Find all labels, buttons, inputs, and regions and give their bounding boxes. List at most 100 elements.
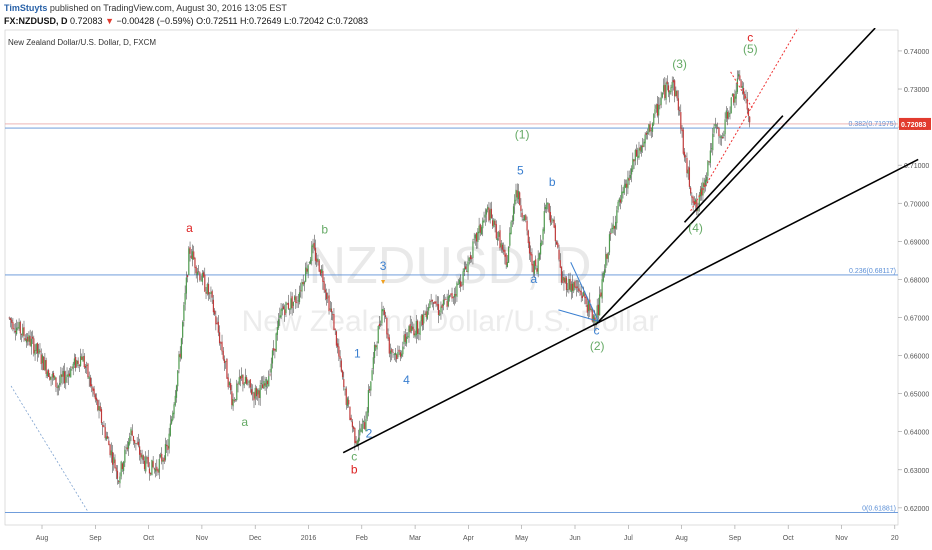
candle-body <box>41 355 44 364</box>
candle-body <box>365 419 367 432</box>
candle-body <box>56 387 58 388</box>
candle-body <box>587 300 590 312</box>
candle-body <box>391 349 393 353</box>
candle-body <box>699 189 702 197</box>
candle-body <box>660 97 662 105</box>
candle-body <box>313 242 315 249</box>
candle-body <box>473 238 475 240</box>
candle-body <box>70 368 72 378</box>
candle-body <box>600 292 602 297</box>
candle-body <box>105 436 107 440</box>
candle-body <box>512 206 515 221</box>
fib-level-label: 0.236(0.68117) <box>849 268 896 275</box>
candle-body <box>220 342 222 344</box>
candle-body <box>22 327 24 336</box>
trendline[interactable] <box>683 115 784 223</box>
candle-body <box>632 158 634 170</box>
wave-label: 3 <box>380 259 387 273</box>
trendline[interactable] <box>10 385 89 512</box>
candle-body <box>78 364 80 366</box>
wave-label: (5) <box>743 42 758 56</box>
candle-body <box>643 141 645 147</box>
candle-body <box>178 354 180 370</box>
candle-body <box>266 380 269 385</box>
candle-body <box>244 376 246 384</box>
candle-body <box>525 215 527 220</box>
candle-body <box>153 468 155 470</box>
candle-body <box>553 219 555 228</box>
candle-body <box>233 400 235 402</box>
candle-body <box>450 293 452 295</box>
candle-body <box>305 267 307 282</box>
candle-body <box>563 276 565 284</box>
candle-body <box>157 469 159 473</box>
candle-body <box>382 308 384 312</box>
trendline[interactable] <box>570 262 599 322</box>
candle-body <box>167 445 169 451</box>
trendline[interactable] <box>342 158 919 454</box>
candle-body <box>548 203 550 213</box>
candle-body <box>456 282 458 297</box>
candle-body <box>209 292 211 294</box>
candle-body <box>724 119 726 135</box>
trendline[interactable] <box>690 28 802 212</box>
candle-body <box>734 96 736 103</box>
candle-body <box>191 251 194 260</box>
candle-body <box>324 289 326 293</box>
candle-body <box>132 435 135 442</box>
candle-body <box>136 443 138 445</box>
candle-body <box>517 191 520 200</box>
candle-body <box>98 405 100 411</box>
candle-body <box>480 227 483 235</box>
candle-body <box>519 192 521 206</box>
candle-body <box>717 127 719 129</box>
candle-body <box>151 459 153 476</box>
candle-body <box>405 336 408 344</box>
candle-body <box>392 352 394 353</box>
author-name[interactable]: TimStuyts <box>4 3 48 13</box>
candle-body <box>141 454 143 459</box>
candle-body <box>115 467 117 472</box>
candle-body <box>590 308 592 311</box>
candle-body <box>714 124 716 126</box>
candle-body <box>239 376 242 379</box>
candle-body <box>637 155 639 159</box>
symbol-label: FX:NZDUSD, D <box>4 16 68 26</box>
candle-body <box>259 384 261 399</box>
candle-body <box>221 341 223 352</box>
candle-body <box>353 426 355 429</box>
candle-body <box>322 270 324 282</box>
candle-body <box>228 382 230 386</box>
candle-body <box>457 284 459 285</box>
candle-body <box>440 306 442 313</box>
candle-body <box>214 310 216 315</box>
candle-body <box>720 136 722 138</box>
candle-body <box>726 112 729 119</box>
candle-body <box>312 243 314 247</box>
candle-body <box>236 383 238 401</box>
candle-body <box>282 306 285 310</box>
candle-body <box>284 309 286 316</box>
candle-body <box>461 284 463 286</box>
trendline[interactable] <box>730 71 753 109</box>
candle-body <box>54 376 56 380</box>
candle-body <box>573 282 575 292</box>
candle-body <box>453 293 456 298</box>
candle-body <box>271 350 274 364</box>
candle-body <box>420 315 422 322</box>
candle-body <box>296 302 298 304</box>
candle-body <box>20 334 23 335</box>
candle-body <box>276 327 278 335</box>
candle-body <box>533 260 536 274</box>
candle-body <box>135 443 137 444</box>
candle-body <box>137 441 139 446</box>
candle-body <box>569 278 571 291</box>
candle-body <box>616 210 618 224</box>
trendline[interactable] <box>594 28 876 326</box>
candle-body <box>238 377 240 385</box>
candle-body <box>373 345 376 358</box>
candle-body <box>335 331 338 346</box>
trendline[interactable] <box>558 309 599 322</box>
candle-body <box>33 338 35 354</box>
